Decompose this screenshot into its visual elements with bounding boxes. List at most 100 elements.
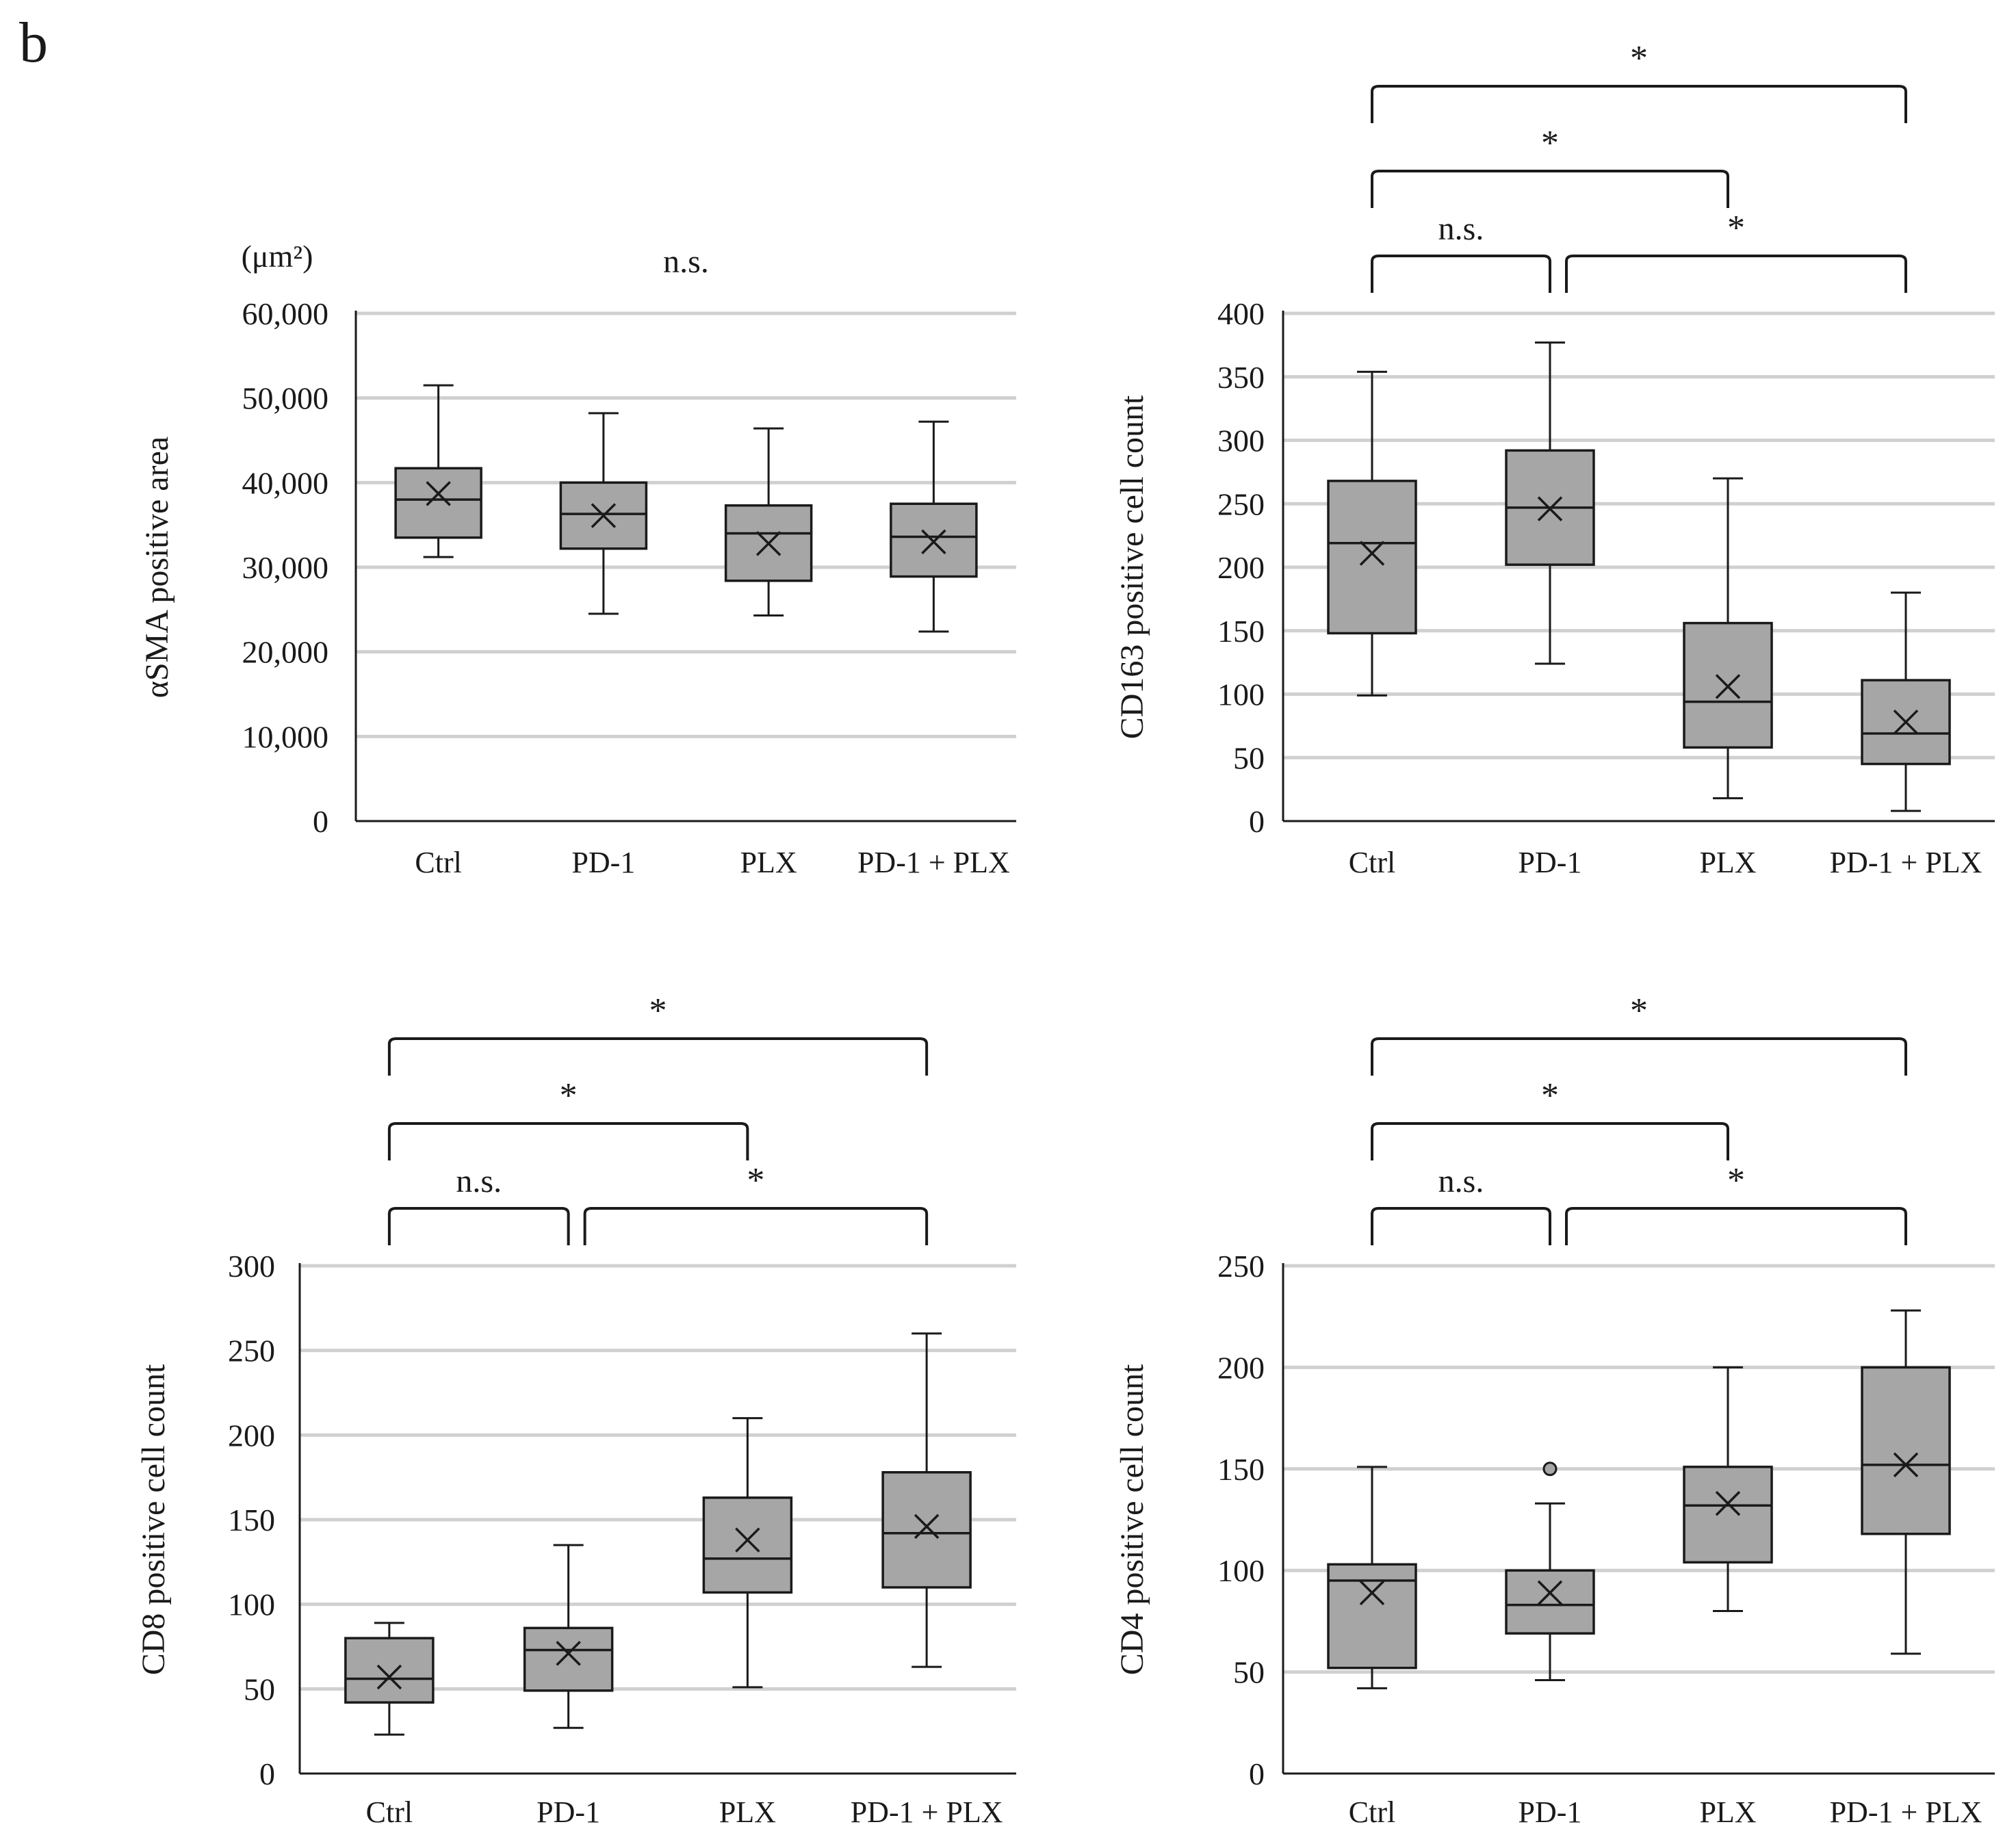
y-tick-label: 0 <box>1249 1756 1265 1791</box>
y-tick-label: 30,000 <box>242 550 329 585</box>
significance-bracket <box>387 1207 570 1245</box>
box-0 <box>344 1622 435 1736</box>
outlier-point <box>1542 1462 1558 1477</box>
significance-bracket <box>1371 255 1551 293</box>
significance-label: n.s. <box>456 1163 502 1199</box>
y-tick-label: 0 <box>259 1756 275 1791</box>
significance-bracket <box>1371 1122 1729 1160</box>
figure-label: b <box>19 11 48 75</box>
significance-bracket <box>1371 1207 1551 1245</box>
y-axis-label: αSMA positive area <box>139 437 175 698</box>
y-unit-label: (μm²) <box>242 239 313 274</box>
y-tick-label: 0 <box>313 804 328 839</box>
significance-label: n.s. <box>1438 211 1484 247</box>
y-tick-label: 100 <box>228 1587 275 1622</box>
significance-label: * <box>1727 209 1745 248</box>
box-1 <box>559 412 648 615</box>
y-tick-label: 400 <box>1217 296 1265 331</box>
box-iqr <box>1327 480 1417 635</box>
x-category-label: Ctrl <box>1349 846 1395 879</box>
significance-label: * <box>1727 1161 1745 1200</box>
box-iqr <box>344 1637 435 1704</box>
x-category-label: PD-1 + PLX <box>1830 846 1982 879</box>
y-axis-label: CD163 positive cell count <box>1114 395 1150 739</box>
mean-marker <box>426 481 451 506</box>
mean-marker <box>1537 1580 1563 1606</box>
box-0 <box>1327 1466 1417 1689</box>
box-3 <box>1861 591 1951 812</box>
box-iqr <box>881 1470 972 1589</box>
mean-marker <box>1359 541 1385 566</box>
box-iqr <box>523 1626 614 1692</box>
y-tick-label: 150 <box>228 1503 275 1537</box>
significance-bracket <box>1565 1207 1907 1245</box>
x-category-label: PD-1 + PLX <box>857 846 1010 879</box>
x-category-label: PD-1 <box>1519 1795 1582 1829</box>
significance-bracket <box>1371 1037 1907 1076</box>
mean-marker <box>921 529 946 555</box>
mean-marker <box>1893 1452 1919 1478</box>
x-category-label: Ctrl <box>1349 1795 1395 1829</box>
box-2 <box>724 427 813 616</box>
x-category-label: PD-1 + PLX <box>1830 1795 1982 1829</box>
box-2 <box>1683 477 1773 800</box>
mean-marker <box>1715 1491 1741 1516</box>
significance-bracket <box>583 1207 929 1245</box>
y-tick-label: 150 <box>1217 614 1265 649</box>
significance-label: n.s. <box>1438 1163 1484 1199</box>
box-1 <box>523 1544 614 1729</box>
y-tick-label: 50 <box>1233 740 1265 775</box>
y-tick-label: 200 <box>1217 550 1265 585</box>
y-tick-label: 100 <box>1217 677 1265 712</box>
box-2 <box>1683 1366 1773 1613</box>
box-iqr <box>1505 1569 1595 1635</box>
significance-bracket <box>1565 255 1907 293</box>
mean-marker <box>1359 1580 1385 1606</box>
significance-label: * <box>747 1161 764 1200</box>
chart-cd163-count: 0 50 100 150 200 250 300 350 400 CD163 positive c… <box>1114 39 1995 879</box>
significance-label: * <box>1630 991 1648 1030</box>
y-tick-label: 300 <box>228 1249 275 1284</box>
mean-marker <box>376 1664 402 1690</box>
x-category-label: Ctrl <box>415 846 461 879</box>
mean-marker <box>1893 710 1919 735</box>
significance-bracket <box>1371 170 1729 208</box>
box-0 <box>1327 370 1417 697</box>
y-tick-label: 40,000 <box>242 465 329 500</box>
y-tick-label: 250 <box>1217 1249 1265 1284</box>
significance-label: * <box>649 991 667 1030</box>
y-tick-label: 50 <box>244 1672 275 1706</box>
y-tick-label: 200 <box>228 1418 275 1453</box>
mean-marker <box>556 1641 581 1666</box>
significance-bracket <box>387 1037 929 1076</box>
x-category-label: PLX <box>719 1795 776 1829</box>
mean-marker <box>755 531 781 556</box>
x-category-label: PLX <box>1699 1795 1756 1829</box>
chart-cd8-count: 0 50 100 150 200 250 300 CD8 positive cell coun… <box>135 991 1016 1829</box>
x-category-label: PD-1 + PLX <box>851 1795 1003 1829</box>
chart-cd4-count: 0 50 100 150 200 250 CD4 positive cell count Ct… <box>1114 991 1995 1829</box>
box-iqr <box>1683 1466 1773 1564</box>
x-category-label: PD-1 <box>571 846 635 879</box>
x-category-label: PD-1 <box>1519 846 1582 879</box>
significance-label: n.s. <box>663 244 709 280</box>
chart-asma-area: 0 10,000 20,000 30,000 40,000 50,000 60,000 αSM… <box>139 239 1016 879</box>
box-iqr <box>394 467 482 539</box>
y-tick-label: 250 <box>228 1334 275 1368</box>
y-axis-label: CD4 positive cell count <box>1114 1364 1150 1675</box>
x-category-label: PD-1 <box>537 1795 600 1829</box>
y-tick-label: 50,000 <box>242 381 329 416</box>
mean-marker <box>1537 496 1563 521</box>
y-tick-label: 20,000 <box>242 635 329 670</box>
x-category-label: Ctrl <box>366 1795 413 1829</box>
significance-label: * <box>560 1076 578 1115</box>
box-3 <box>1861 1309 1951 1655</box>
y-tick-label: 300 <box>1217 424 1265 458</box>
y-tick-label: 50 <box>1233 1655 1265 1690</box>
mean-marker <box>591 503 617 528</box>
significance-label: * <box>1541 1076 1559 1115</box>
mean-marker <box>735 1527 760 1553</box>
box-iqr <box>1861 1366 1951 1535</box>
mean-marker <box>1715 674 1741 699</box>
box-iqr <box>724 504 813 582</box>
